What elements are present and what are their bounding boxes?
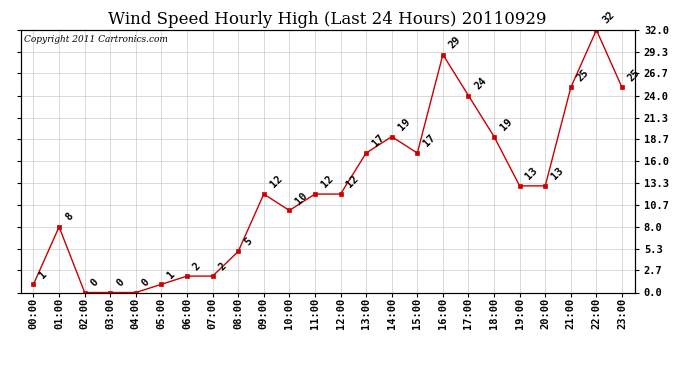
- Text: 12: 12: [319, 174, 335, 190]
- Text: 19: 19: [396, 117, 412, 132]
- Text: 25: 25: [626, 68, 642, 83]
- Text: 19: 19: [498, 117, 514, 132]
- Text: 13: 13: [549, 166, 565, 182]
- Text: 29: 29: [447, 34, 463, 51]
- Text: 25: 25: [575, 68, 591, 83]
- Text: 0: 0: [140, 277, 152, 288]
- Text: 0: 0: [89, 277, 100, 288]
- Text: 1: 1: [38, 268, 49, 280]
- Text: Copyright 2011 Cartronics.com: Copyright 2011 Cartronics.com: [23, 35, 168, 44]
- Text: 13: 13: [524, 166, 540, 182]
- Text: 2: 2: [217, 260, 228, 272]
- Text: 12: 12: [345, 174, 361, 190]
- Text: 10: 10: [293, 190, 309, 206]
- Text: 0: 0: [115, 277, 126, 288]
- Title: Wind Speed Hourly High (Last 24 Hours) 20110929: Wind Speed Hourly High (Last 24 Hours) 2…: [108, 12, 547, 28]
- Text: 8: 8: [63, 211, 75, 223]
- Text: 12: 12: [268, 174, 284, 190]
- Text: 24: 24: [473, 75, 489, 92]
- Text: 1: 1: [166, 268, 177, 280]
- Text: 2: 2: [191, 260, 203, 272]
- Text: 5: 5: [242, 236, 254, 248]
- Text: 32: 32: [600, 10, 616, 26]
- Text: 17: 17: [422, 133, 437, 149]
- Text: 17: 17: [371, 133, 386, 149]
